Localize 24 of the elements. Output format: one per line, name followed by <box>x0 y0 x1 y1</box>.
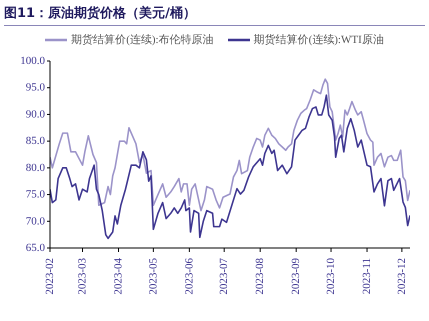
y-tick-label: 80.0 <box>26 162 46 174</box>
y-tick-label: 85.0 <box>26 135 46 148</box>
y-tick-label: 90.0 <box>26 108 46 120</box>
x-tick-label: 2023-11 <box>361 258 374 294</box>
x-tick-label: 2023-04 <box>112 258 125 295</box>
chart-title: 图11：原油期货价格（美元/桶） <box>4 4 425 26</box>
y-tick-label: 75.0 <box>26 188 46 201</box>
y-tick-label: 70.0 <box>26 215 46 228</box>
legend-label: 期货结算价(连续):WTI原油 <box>254 33 384 47</box>
x-tick-label: 2023-09 <box>290 258 302 295</box>
y-tick-label: 95.0 <box>26 82 46 94</box>
x-tick-label: 2023-12 <box>396 258 408 295</box>
line-series <box>50 94 410 240</box>
x-tick-label: 2023-07 <box>218 258 230 295</box>
line-series <box>50 78 410 212</box>
x-tick-label: 2023-06 <box>183 258 196 295</box>
y-tick-label: 100.0 <box>20 55 46 67</box>
x-tick-label: 2023-08 <box>254 258 266 295</box>
x-tick-label: 2023-05 <box>147 258 160 295</box>
x-tick-label: 2023-10 <box>325 258 338 295</box>
x-tick-label: 2023-03 <box>76 258 89 295</box>
legend-label: 期货结算价(连续):布伦特原油 <box>71 33 214 47</box>
x-tick-label: 2023-02 <box>44 258 56 295</box>
y-tick-label: 65.0 <box>26 242 46 254</box>
